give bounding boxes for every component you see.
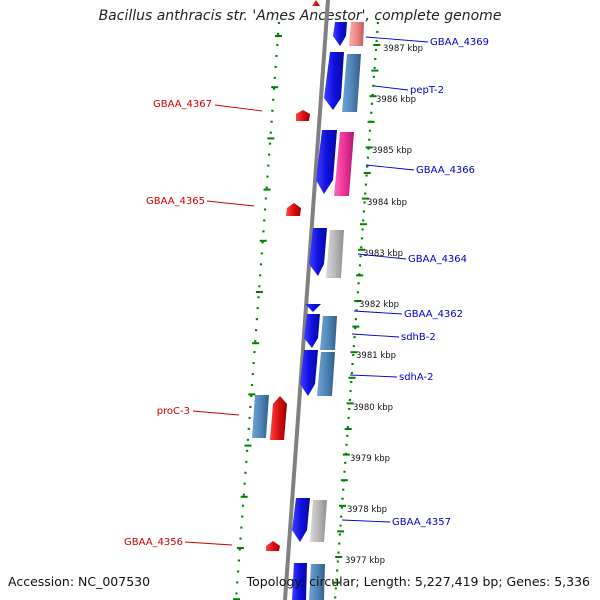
gene-label-gbaa-4364[interactable]: GBAA_4364 xyxy=(408,254,467,265)
accession-text: Accession: NC_007530 xyxy=(8,574,151,589)
cds-gbaa-4366-pink[interactable] xyxy=(334,132,354,196)
genome-summary-text: Topology: circular; Length: 5,227,419 bp… xyxy=(246,574,590,589)
kbp-label: 3987 kbp xyxy=(383,44,423,54)
gene-label-gbaa-4365[interactable]: GBAA_4365 xyxy=(146,196,205,207)
cds-gbaa-4369[interactable] xyxy=(333,22,347,46)
kbp-label: 3980 kbp xyxy=(353,403,393,413)
gene-label-gbaa-4362[interactable]: GBAA_4362 xyxy=(404,309,463,320)
forward-gene-labels: GBAA_4369 pepT-2 GBAA_4366 GBAA_4364 GBA… xyxy=(392,37,489,528)
cds-gbaa-4366[interactable] xyxy=(316,130,337,194)
kbp-tick-marks xyxy=(233,35,381,600)
cds-gbaa-4365[interactable] xyxy=(286,203,301,216)
cds-gbaa-4367[interactable] xyxy=(296,110,310,121)
gene-label-sdhb-2[interactable]: sdhB-2 xyxy=(401,332,436,343)
kbp-label: 3984 kbp xyxy=(367,198,407,208)
cds-gbaa-4364-gray[interactable] xyxy=(326,230,344,278)
kbp-label: 3982 kbp xyxy=(359,300,399,310)
kbp-labels: 3987 kbp 3986 kbp 3985 kbp 3984 kbp 3983… xyxy=(345,44,423,566)
forward-strand-features xyxy=(292,22,364,600)
gene-label-gbaa-4367[interactable]: GBAA_4367 xyxy=(153,99,212,110)
kbp-label: 3981 kbp xyxy=(356,351,396,361)
map-title: Bacillus anthracis str. 'Ames Ancestor',… xyxy=(98,8,502,24)
cds-sdhb-2-steel[interactable] xyxy=(320,316,337,350)
leader-lines xyxy=(184,36,429,546)
cds-proc-3[interactable] xyxy=(270,396,287,440)
kbp-label: 3986 kbp xyxy=(376,95,416,105)
cds-gbaa-4356[interactable] xyxy=(266,541,280,551)
cds-gbaa-4369-rna[interactable] xyxy=(349,22,364,46)
cds-bottom-steel[interactable] xyxy=(309,564,325,600)
kbp-label: 3977 kbp xyxy=(345,556,385,566)
cds-gbaa-4362[interactable] xyxy=(305,304,321,312)
cds-sdhb-2[interactable] xyxy=(304,314,320,348)
cds-sdha-2[interactable] xyxy=(300,350,318,396)
kbp-label: 3985 kbp xyxy=(372,146,412,156)
genome-backbone xyxy=(283,0,330,600)
cds-gbaa-4357-gray[interactable] xyxy=(310,500,327,542)
cds-pept-2[interactable] xyxy=(324,52,344,110)
cds-bottom-blue[interactable] xyxy=(292,563,307,600)
kbp-label: 3983 kbp xyxy=(363,249,403,259)
cds-gbaa-4357[interactable] xyxy=(292,498,310,542)
gene-label-proc-3[interactable]: proC-3 xyxy=(157,406,190,417)
cds-pept-2-steel[interactable] xyxy=(342,54,361,112)
gene-label-pept-2[interactable]: pepT-2 xyxy=(410,85,444,96)
reverse-gene-labels: GBAA_4367 GBAA_4365 proC-3 GBAA_4356 xyxy=(124,99,212,548)
gene-label-gbaa-4357[interactable]: GBAA_4357 xyxy=(392,517,451,528)
cds-proc-3-steel[interactable] xyxy=(252,395,269,438)
cds-gbaa-4364[interactable] xyxy=(309,228,327,276)
gene-label-gbaa-4356[interactable]: GBAA_4356 xyxy=(124,537,183,548)
gene-label-gbaa-4366[interactable]: GBAA_4366 xyxy=(416,165,475,176)
gene-label-gbaa-4369[interactable]: GBAA_4369 xyxy=(430,37,489,48)
gene-label-sdha-2[interactable]: sdhA-2 xyxy=(399,372,434,383)
kbp-label: 3978 kbp xyxy=(347,505,387,515)
kbp-label: 3979 kbp xyxy=(350,454,390,464)
cds-sdha-2-steel[interactable] xyxy=(317,352,335,396)
cds-top-red[interactable] xyxy=(312,0,320,6)
reverse-strand-features xyxy=(252,0,320,551)
